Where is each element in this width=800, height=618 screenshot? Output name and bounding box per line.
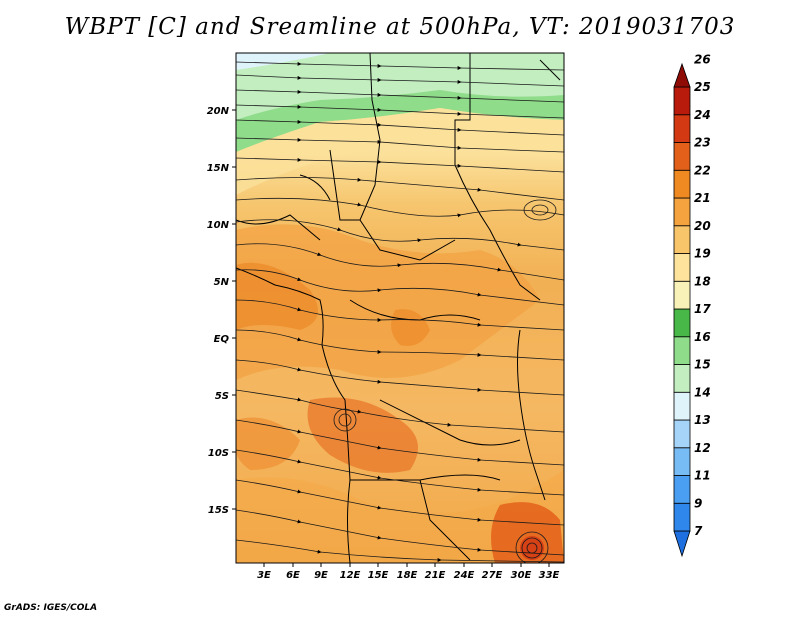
colorbar-label: 20 <box>694 219 711 233</box>
lat-label: 5S <box>215 391 229 402</box>
lon-label: 18E <box>397 570 418 581</box>
colorbar-segment <box>673 364 691 393</box>
grads-credit: GrADS: IGES/COLA <box>4 603 98 613</box>
lat-label: EQ <box>214 334 230 345</box>
lat-label: 20N <box>207 106 230 117</box>
lon-label: 21E <box>425 570 446 581</box>
colorbar-label: 17 <box>694 302 711 316</box>
lat-label: 15N <box>207 163 230 174</box>
streamlines <box>236 61 564 563</box>
lat-label: 10S <box>208 448 229 459</box>
colorbar-label: 18 <box>694 274 711 288</box>
colorbar-label: 22 <box>694 163 711 177</box>
colorbar-label: 25 <box>694 80 711 94</box>
temperature-field <box>236 53 564 563</box>
colorbar-segment <box>673 62 691 88</box>
colorbar-segment <box>673 169 691 199</box>
colorbar-segment <box>673 308 691 338</box>
colorbar-segment <box>673 86 691 116</box>
colorbar-segment <box>673 142 691 171</box>
colorbar-label: 7 <box>694 524 703 538</box>
colorbar: 7 9 11 12 13 14 15 16 17 18 19 20 21 22 23 24 25 26 <box>673 52 711 558</box>
colorbar-segment <box>673 280 691 310</box>
colorbar-segment <box>673 447 691 476</box>
lon-label: 15E <box>368 570 389 581</box>
colorbar-label: 26 <box>694 52 711 66</box>
lon-label: 24E <box>454 570 475 581</box>
colorbar-label: 12 <box>694 441 711 455</box>
colorbar-segment <box>673 336 691 365</box>
colorbar-segment <box>673 475 691 504</box>
colorbar-segment <box>673 391 691 421</box>
colorbar-label: 21 <box>694 191 711 205</box>
lon-label: 9E <box>314 570 328 581</box>
colorbar-segment <box>673 114 691 143</box>
colorbar-label: 19 <box>694 247 711 261</box>
map-frame <box>235 52 565 564</box>
colorbar-label: 14 <box>694 385 711 399</box>
lon-axis: 3E 6E 9E 12E 15E 18E 21E 24E 27E 30E 33E <box>257 563 560 581</box>
colorbar-label: 11 <box>694 469 711 483</box>
colorbar-label: 15 <box>694 358 711 372</box>
streamline-eddies <box>333 199 557 563</box>
lon-label: 6E <box>286 570 300 581</box>
lat-label: 5N <box>214 277 230 288</box>
colorbar-segment <box>673 253 691 282</box>
colorbar-segment <box>673 419 691 449</box>
lat-label: 15S <box>208 505 229 516</box>
lat-axis: 20N 15N 10N 5N EQ 5S 10S 15S <box>207 106 236 516</box>
colorbar-segment <box>673 530 691 558</box>
colorbar-label: 16 <box>694 330 711 344</box>
lat-label: 10N <box>207 220 230 231</box>
lon-label: 3E <box>257 570 271 581</box>
lon-label: 27E <box>482 570 503 581</box>
colorbar-label: 23 <box>694 136 711 150</box>
colorbar-label: 9 <box>694 496 702 510</box>
colorbar-label: 24 <box>694 108 711 122</box>
colorbar-label: 13 <box>694 413 711 427</box>
lon-label: 12E <box>340 570 361 581</box>
lon-label: 30E <box>511 570 532 581</box>
colorbar-segment <box>673 225 691 254</box>
colorbar-segment <box>673 502 691 532</box>
map-title: WBPT [C] and Sreamline at 500hPa, VT: 20… <box>64 14 736 40</box>
lon-label: 33E <box>539 570 560 581</box>
colorbar-segment <box>673 197 691 227</box>
